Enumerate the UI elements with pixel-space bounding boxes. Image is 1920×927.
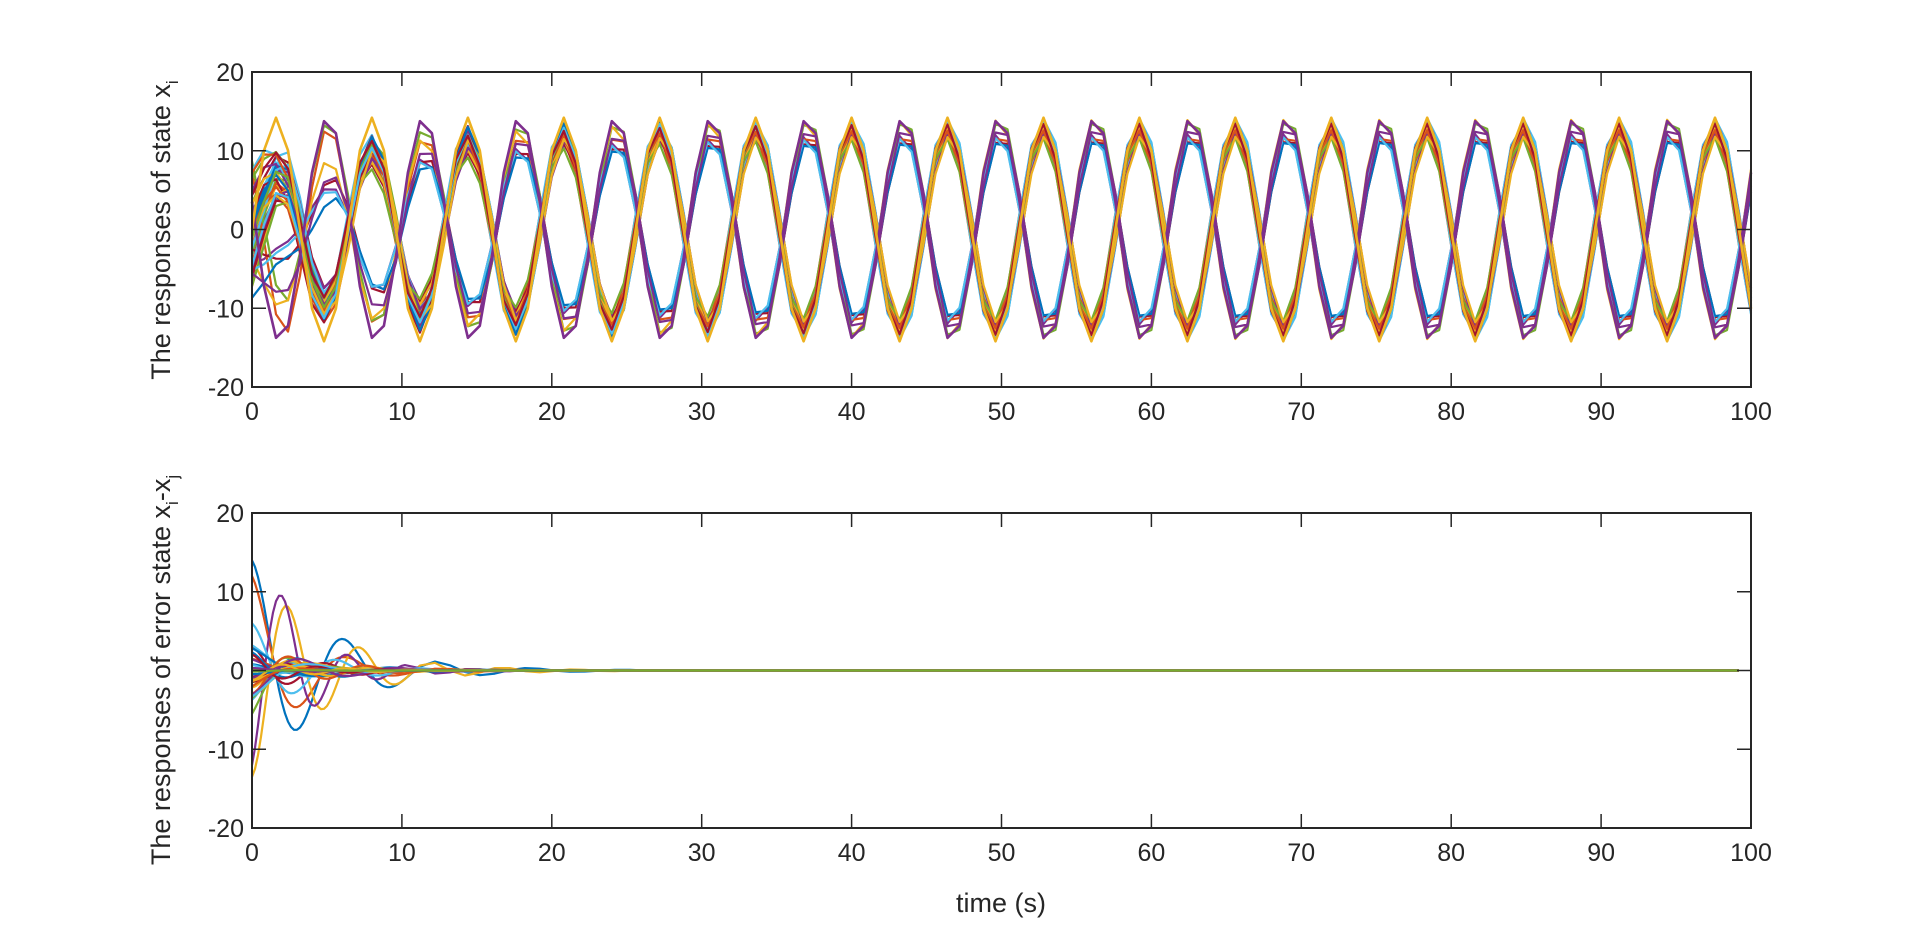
bottom-y-tick-label: -20 [208,815,244,843]
top-x-tick-label: 50 [988,398,1016,426]
top-y-axis-label-sub: i [163,80,182,84]
bottom-y-tick-label: -10 [208,736,244,764]
top-x-tick-label: 90 [1587,398,1615,426]
bottom-y-axis-label-main: The responses of error state x [146,504,176,865]
top-y-axis-label-main: The responses of state x [146,84,176,380]
top-x-tick-label: 70 [1287,398,1315,426]
top-x-tick-label: 100 [1730,398,1772,426]
top-y-tick-label: -20 [208,374,244,402]
bottom-series-line [251,656,1739,700]
bottom-series-line [250,594,1739,766]
bottom-series-line [251,662,1739,689]
top-x-tick-label: 20 [538,398,566,426]
top-y-tick-label: -10 [208,295,244,323]
bottom-x-tick-label: 80 [1437,839,1465,867]
bottom-x-tick-label: 10 [388,839,416,867]
bottom-series-line [251,657,1739,696]
top-y-tick-label: 10 [216,138,244,166]
top-x-tick-label: 80 [1437,398,1465,426]
top-y-tick-label: 20 [216,59,244,87]
bottom-series-line [251,661,1739,698]
bottom-series-line [250,575,1739,709]
top-x-tick-label: 60 [1137,398,1165,426]
top-plot-lines [250,116,1753,343]
bottom-plot-lines [250,559,1739,778]
bottom-x-axis-label: time (s) [956,888,1046,918]
top-y-axis-label: The responses of state xi [146,80,182,379]
bottom-x-tick-label: 100 [1730,839,1772,867]
top-x-tick-label: 10 [388,398,416,426]
top-x-tick-label: 0 [245,398,259,426]
bottom-series-line [251,669,1739,673]
top-x-tick-label: 30 [688,398,716,426]
top-axes-box [251,71,1752,388]
top-series-line [250,116,1753,343]
bottom-x-tick-label: 40 [838,839,866,867]
bottom-x-tick-label: 70 [1287,839,1315,867]
bottom-y-axis-label-mid: -x [146,478,176,501]
top-y-tick-label: 0 [230,217,244,245]
bottom-x-tick-label: 60 [1137,839,1165,867]
bottom-series-line [251,622,1739,695]
bottom-x-tick-label: 90 [1587,839,1615,867]
bottom-x-tick-label: 20 [538,839,566,867]
bottom-series-line [251,645,1739,685]
bottom-x-tick-label: 30 [688,839,716,867]
bottom-y-axis-label-sub1: i [163,501,182,505]
bottom-series-line [250,605,1739,778]
bottom-y-tick-label: 10 [216,579,244,607]
bottom-y-tick-label: 20 [216,500,244,528]
bottom-y-tick-label: 0 [230,658,244,686]
bottom-y-axis-label-sub2: j [163,475,182,480]
bottom-series-line [251,559,1739,731]
bottom-series-line [251,657,1739,696]
bottom-x-tick-label: 0 [245,839,259,867]
top-series-line [250,135,1753,324]
bottom-y-axis-label: The responses of error state xi-xj [146,475,182,865]
top-x-tick-label: 40 [838,398,866,426]
bottom-x-tick-label: 50 [988,839,1016,867]
